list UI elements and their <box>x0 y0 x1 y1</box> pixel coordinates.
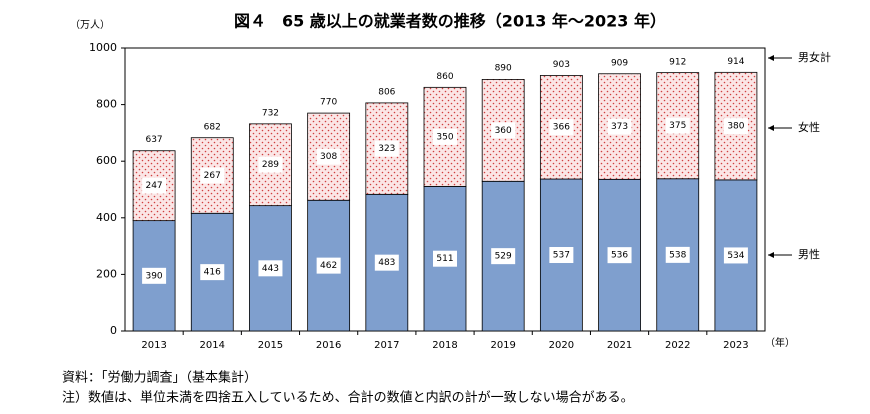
value-label-box <box>607 247 632 264</box>
x-tick-label: 2022 <box>665 340 690 351</box>
chart-title: 図４ 65 歳以上の就業者数の推移（2013 年～2023 年） <box>234 12 666 31</box>
total-label: 732 <box>262 108 279 118</box>
legend-label: 男性 <box>798 247 820 261</box>
value-label: 529 <box>495 252 512 262</box>
total-label: 806 <box>378 87 395 97</box>
value-label-box <box>665 117 690 134</box>
x-tick-label: 2015 <box>258 340 283 351</box>
value-label-box <box>607 118 632 135</box>
value-label-box <box>200 264 225 281</box>
total-label: 770 <box>320 98 337 108</box>
value-label-box <box>433 128 457 145</box>
value-label: 443 <box>262 264 279 274</box>
total-label: 909 <box>611 58 628 68</box>
value-label: 483 <box>378 258 395 268</box>
value-label: 360 <box>495 126 512 136</box>
value-label: 289 <box>262 160 279 170</box>
value-label: 416 <box>204 268 221 278</box>
value-label: 308 <box>320 152 337 162</box>
value-label: 462 <box>320 261 337 271</box>
y-tick-label: 0 <box>110 324 117 337</box>
x-tick-label: 2013 <box>141 340 166 351</box>
y-unit: （万人） <box>70 19 110 31</box>
value-label-box <box>142 177 167 194</box>
total-label: 637 <box>145 135 162 145</box>
note: 資料：「労働力調査」（基本集計） <box>62 370 257 386</box>
value-label-box <box>665 246 690 263</box>
value-label-box <box>491 248 516 265</box>
value-label-box <box>258 260 283 277</box>
value-label-box <box>374 140 399 157</box>
x-tick-label: 2018 <box>432 340 457 351</box>
value-label: 537 <box>553 251 570 261</box>
y-tick-label: 1000 <box>89 41 117 54</box>
total-label: 860 <box>436 72 453 82</box>
x-tick-label: 2023 <box>723 340 748 351</box>
note: 注）数値は、単位未満を四捨五入しているため、合計の数値と内訳の計が一致しない場合… <box>62 390 634 406</box>
value-label-box <box>200 167 225 184</box>
legend-label: 男女計 <box>798 50 831 64</box>
value-label: 373 <box>611 122 628 132</box>
total-label: 890 <box>495 64 512 74</box>
x-tick-label: 2021 <box>607 340 632 351</box>
value-label-box <box>549 247 574 264</box>
arrow-head <box>768 125 774 131</box>
arrow-head <box>768 252 774 258</box>
value-label: 267 <box>204 171 221 181</box>
y-tick-label: 400 <box>96 211 117 224</box>
x-tick-label: 2020 <box>549 340 574 351</box>
value-label: 380 <box>727 122 744 132</box>
value-label: 375 <box>669 121 686 131</box>
total-label: 682 <box>204 122 221 132</box>
x-tick-label: 2016 <box>316 340 341 351</box>
bar-segment <box>190 137 234 214</box>
value-label-box <box>316 257 341 274</box>
total-label: 914 <box>727 57 744 67</box>
value-label: 247 <box>145 181 162 191</box>
value-label-box <box>433 250 457 267</box>
x-unit: （年） <box>765 336 795 349</box>
value-label-box <box>723 247 748 264</box>
total-label: 903 <box>553 60 570 70</box>
value-label: 366 <box>553 123 570 133</box>
value-label-box <box>491 122 516 139</box>
value-label: 538 <box>669 250 686 260</box>
y-tick-label: 600 <box>96 154 117 167</box>
value-label: 390 <box>145 271 162 281</box>
value-label-box <box>549 119 574 136</box>
value-label-box <box>142 267 167 284</box>
value-label: 323 <box>378 144 395 154</box>
x-tick-label: 2019 <box>490 340 515 351</box>
value-label: 350 <box>436 132 453 142</box>
y-tick-label: 800 <box>96 98 117 111</box>
value-label-box <box>258 156 283 173</box>
value-label-box <box>316 148 341 165</box>
arrow-head <box>768 55 774 61</box>
value-label-box <box>374 254 399 271</box>
value-label-box <box>723 118 748 135</box>
total-label: 912 <box>669 57 686 67</box>
value-label: 511 <box>436 254 453 264</box>
value-label: 534 <box>727 251 744 261</box>
y-tick-label: 200 <box>96 267 117 280</box>
x-tick-label: 2017 <box>374 340 399 351</box>
x-tick-label: 2014 <box>200 340 225 351</box>
value-label: 536 <box>611 251 628 261</box>
legend-label: 女性 <box>798 120 820 134</box>
